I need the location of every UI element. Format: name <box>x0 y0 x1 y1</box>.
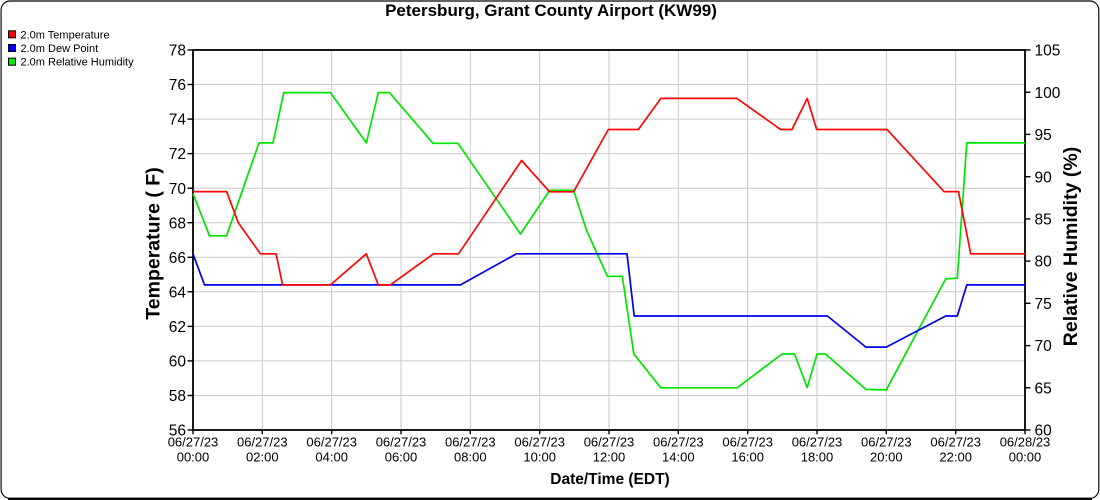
svg-text:06/27/23: 06/27/23 <box>930 435 981 450</box>
svg-text:06/27/23: 06/27/23 <box>306 435 357 450</box>
svg-text:74: 74 <box>169 112 187 129</box>
svg-text:06/28/23: 06/28/23 <box>1000 435 1051 450</box>
svg-text:2.0m Relative Humidity: 2.0m Relative Humidity <box>21 57 135 69</box>
svg-text:58: 58 <box>169 388 186 405</box>
svg-text:56: 56 <box>169 423 186 440</box>
svg-text:06/27/23: 06/27/23 <box>376 435 427 450</box>
svg-text:85: 85 <box>1035 212 1052 229</box>
svg-text:06/27/23: 06/27/23 <box>237 435 288 450</box>
svg-text:75: 75 <box>1035 296 1052 313</box>
svg-text:72: 72 <box>169 146 186 163</box>
svg-text:64: 64 <box>169 284 187 301</box>
svg-text:68: 68 <box>169 215 186 232</box>
svg-text:06/27/23: 06/27/23 <box>653 435 704 450</box>
svg-text:105: 105 <box>1035 43 1061 60</box>
svg-text:Petersburg, Grant County Airpo: Petersburg, Grant County Airport (KW99) <box>385 1 717 20</box>
svg-text:00:00: 00:00 <box>177 450 210 465</box>
svg-text:14:00: 14:00 <box>662 450 695 465</box>
svg-text:06:00: 06:00 <box>385 450 418 465</box>
svg-text:16:00: 16:00 <box>731 450 764 465</box>
svg-text:06/27/23: 06/27/23 <box>445 435 496 450</box>
svg-text:Relative Humidity (%): Relative Humidity (%) <box>1060 147 1082 346</box>
svg-text:78: 78 <box>169 43 186 60</box>
svg-text:20:00: 20:00 <box>870 450 903 465</box>
svg-text:06/27/23: 06/27/23 <box>584 435 635 450</box>
svg-text:06/27/23: 06/27/23 <box>861 435 912 450</box>
svg-text:62: 62 <box>169 319 186 336</box>
svg-text:60: 60 <box>1035 423 1053 440</box>
svg-text:90: 90 <box>1035 169 1053 186</box>
svg-text:12:00: 12:00 <box>593 450 626 465</box>
svg-text:Date/Time (EDT): Date/Time (EDT) <box>550 471 669 488</box>
svg-text:02:00: 02:00 <box>246 450 279 465</box>
svg-text:60: 60 <box>169 354 187 371</box>
svg-text:08:00: 08:00 <box>454 450 487 465</box>
svg-text:10:00: 10:00 <box>523 450 556 465</box>
svg-text:06/27/23: 06/27/23 <box>168 435 219 450</box>
svg-text:76: 76 <box>169 77 186 94</box>
svg-text:70: 70 <box>1035 338 1053 355</box>
svg-text:06/27/23: 06/27/23 <box>792 435 843 450</box>
svg-text:70: 70 <box>169 181 187 198</box>
svg-text:00:00: 00:00 <box>1009 450 1042 465</box>
svg-text:06/27/23: 06/27/23 <box>722 435 773 450</box>
svg-text:06/27/23: 06/27/23 <box>514 435 565 450</box>
svg-text:Temperature ( F): Temperature ( F) <box>143 167 165 319</box>
svg-text:66: 66 <box>169 250 186 267</box>
svg-text:100: 100 <box>1035 85 1061 102</box>
svg-text:95: 95 <box>1035 127 1052 144</box>
svg-text:65: 65 <box>1035 380 1052 397</box>
svg-text:80: 80 <box>1035 254 1053 271</box>
svg-text:04:00: 04:00 <box>315 450 348 465</box>
svg-text:2.0m Temperature: 2.0m Temperature <box>21 29 110 41</box>
svg-text:2.0m Dew Point: 2.0m Dew Point <box>21 43 99 55</box>
svg-text:18:00: 18:00 <box>801 450 834 465</box>
svg-text:22:00: 22:00 <box>939 450 972 465</box>
